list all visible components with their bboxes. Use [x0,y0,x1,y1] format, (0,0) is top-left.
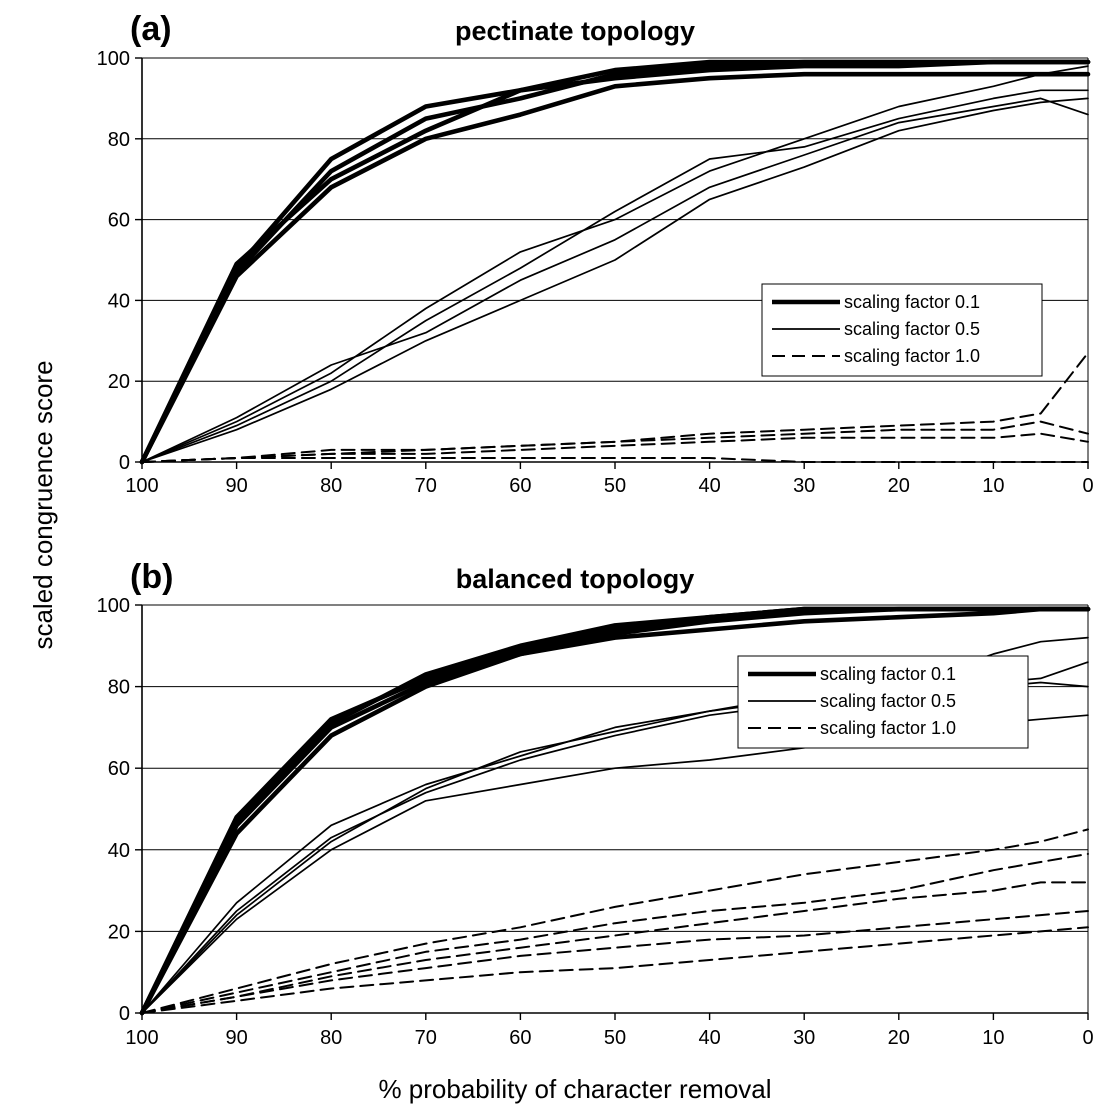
legend-label: scaling factor 0.5 [820,691,956,711]
x-tick-label: 70 [415,475,437,497]
series-line [141,636,1089,1014]
series-line [141,65,1089,463]
y-tick-label: 60 [108,210,130,232]
series-line [139,59,1091,465]
legend-label: scaling factor 1.0 [844,346,980,366]
y-tick-label: 80 [108,129,130,151]
x-tick-label: 10 [982,475,1004,497]
legend-label: scaling factor 0.5 [844,319,980,339]
x-tick-label: 40 [698,475,720,497]
x-tick-label: 40 [698,1027,720,1049]
x-tick-label: 20 [888,475,910,497]
y-tick-label: 40 [108,840,130,862]
x-tick-label: 70 [415,1027,437,1049]
y-tick-label: 100 [97,595,130,617]
y-tick-label: 60 [108,758,130,780]
x-tick-label: 0 [1082,475,1093,497]
y-axis-label: scaled congruence score [28,360,58,649]
x-tick-label: 50 [604,475,626,497]
series-line [141,926,1089,1014]
y-tick-label: 80 [108,677,130,699]
x-tick-label: 30 [793,475,815,497]
series-line [141,457,1089,463]
series-line [139,71,1091,465]
panel-letter: (b) [130,558,173,596]
legend-box [737,655,1029,749]
x-tick-label: 60 [509,475,531,497]
series-line [141,828,1089,1014]
x-tick-label: 0 [1082,1027,1093,1049]
series-line [141,432,1089,463]
chart-title: pectinate topology [455,16,695,46]
series-line [139,606,1091,1016]
legend-box [761,283,1043,377]
series-line [141,910,1089,1014]
y-tick-label: 40 [108,290,130,312]
x-tick-label: 10 [982,1027,1004,1049]
series-line [139,59,1091,465]
y-tick-label: 0 [119,1003,130,1025]
x-tick-label: 90 [225,475,247,497]
x-tick-label: 30 [793,1027,815,1049]
x-tick-label: 50 [604,1027,626,1049]
y-tick-label: 20 [108,371,130,393]
series-line [141,89,1089,463]
x-axis-label: % probability of character removal [378,1074,771,1104]
series-line [139,606,1091,1016]
x-tick-label: 20 [888,1027,910,1049]
series-line [141,852,1089,1014]
x-tick-label: 100 [125,1027,158,1049]
y-tick-label: 20 [108,921,130,943]
series-line [139,59,1091,465]
x-tick-label: 90 [225,1027,247,1049]
x-tick-label: 80 [320,1027,342,1049]
x-tick-label: 100 [125,475,158,497]
series-line [141,881,1089,1014]
y-tick-label: 100 [97,48,130,70]
x-tick-label: 60 [509,1027,531,1049]
series-line [141,97,1089,463]
panel-letter: (a) [130,10,172,48]
series-line [141,351,1089,463]
series-line [141,97,1089,463]
chart-title: balanced topology [456,564,695,594]
legend-label: scaling factor 0.1 [820,664,956,684]
legend-label: scaling factor 1.0 [820,718,956,738]
y-tick-label: 0 [119,452,130,474]
legend-label: scaling factor 0.1 [844,292,980,312]
x-tick-label: 80 [320,475,342,497]
